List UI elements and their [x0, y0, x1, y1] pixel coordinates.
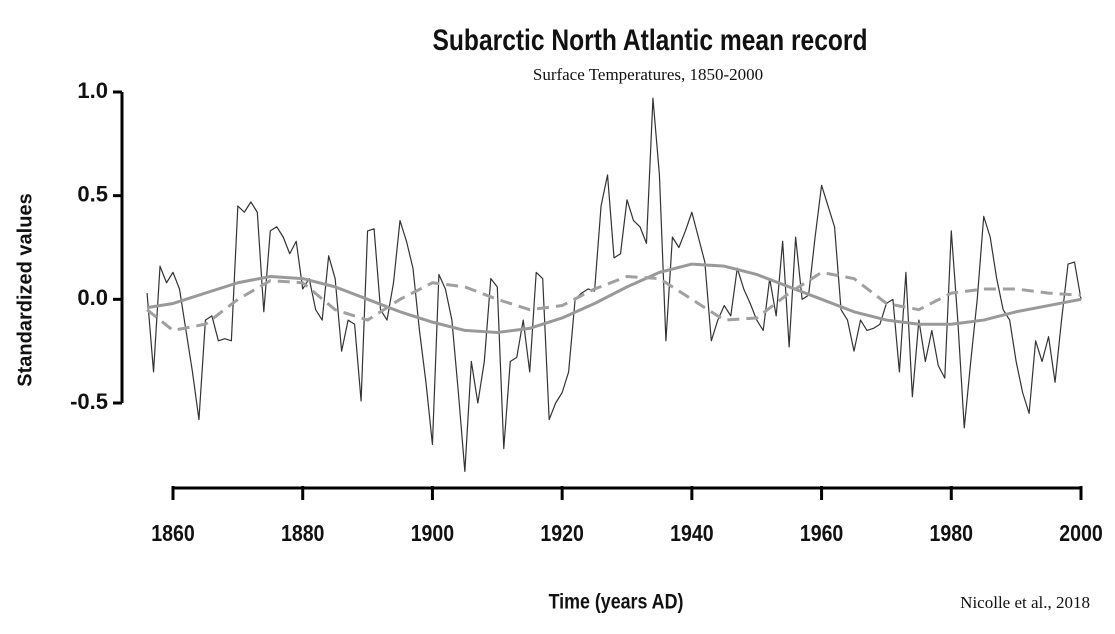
x-tick-label: 2000 [1059, 521, 1102, 547]
chart-subtitle: Surface Temperatures, 1850-2000 [533, 65, 763, 84]
x-tick-label: 1920 [540, 521, 583, 547]
y-axis-label: Standardized values [14, 193, 36, 386]
data-line [146, 270, 1082, 332]
x-tick-label: 1860 [151, 521, 194, 547]
data-line [146, 262, 1082, 335]
data-line [146, 97, 1082, 473]
x-tick-label: 1980 [930, 521, 973, 547]
y-tick-label: 0.0 [77, 285, 108, 310]
x-tick-label: 1940 [670, 521, 713, 547]
y-tick-label: -0.5 [70, 389, 108, 414]
chart-title: Subarctic North Atlantic mean record [433, 23, 868, 57]
source-credit: Nicolle et al., 2018 [960, 593, 1090, 612]
y-tick-label: 0.5 [77, 181, 108, 206]
y-tick-label: 1.0 [77, 78, 108, 103]
x-tick-label: 1960 [800, 521, 843, 547]
x-tick-label: 1900 [411, 521, 454, 547]
x-axis-label: Time (years AD) [549, 590, 684, 614]
x-tick-label: 1880 [281, 521, 324, 547]
